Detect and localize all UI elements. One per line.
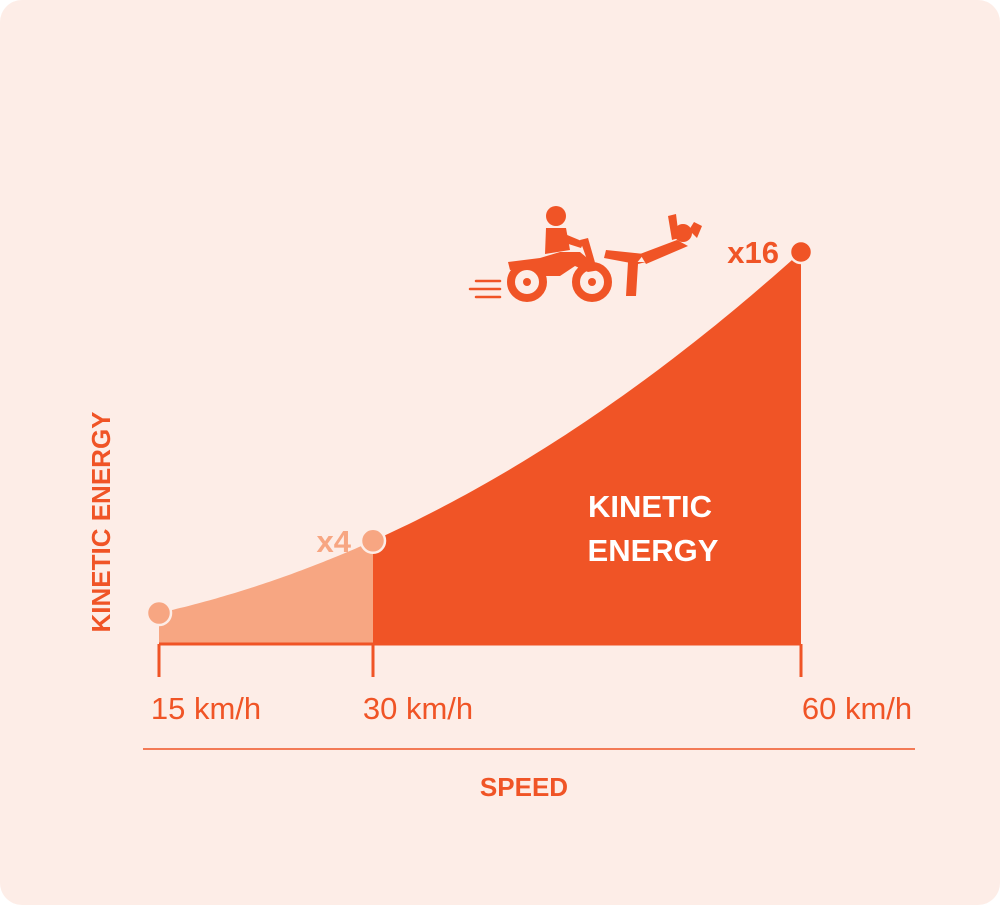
x-tick-label-30: 30 km/h: [363, 691, 473, 726]
x-tick-label-60: 60 km/h: [802, 691, 912, 726]
multiplier-label-60: x16: [727, 235, 779, 270]
multiplier-labels: x4 x16: [317, 235, 779, 559]
motorcycle-collision-icon: [468, 206, 702, 302]
area-low-speed: [159, 540, 373, 644]
x-axis-title: SPEED: [480, 772, 568, 802]
data-points: [145, 239, 814, 627]
x-tick-labels: 15 km/h 30 km/h 60 km/h: [151, 691, 912, 726]
area-high-speed: [373, 252, 801, 644]
area-label-line-2: ENERGY: [588, 533, 719, 568]
data-point-30: [359, 527, 387, 555]
data-point-15: [145, 599, 173, 627]
y-axis-title: KINETIC ENERGY: [86, 411, 116, 632]
data-point-60: [788, 239, 814, 265]
x-axis-ticks: [157, 644, 803, 677]
multiplier-label-30: x4: [317, 524, 352, 559]
x-tick-label-15: 15 km/h: [151, 691, 261, 726]
area-label-line-1: KINETIC: [588, 489, 712, 524]
